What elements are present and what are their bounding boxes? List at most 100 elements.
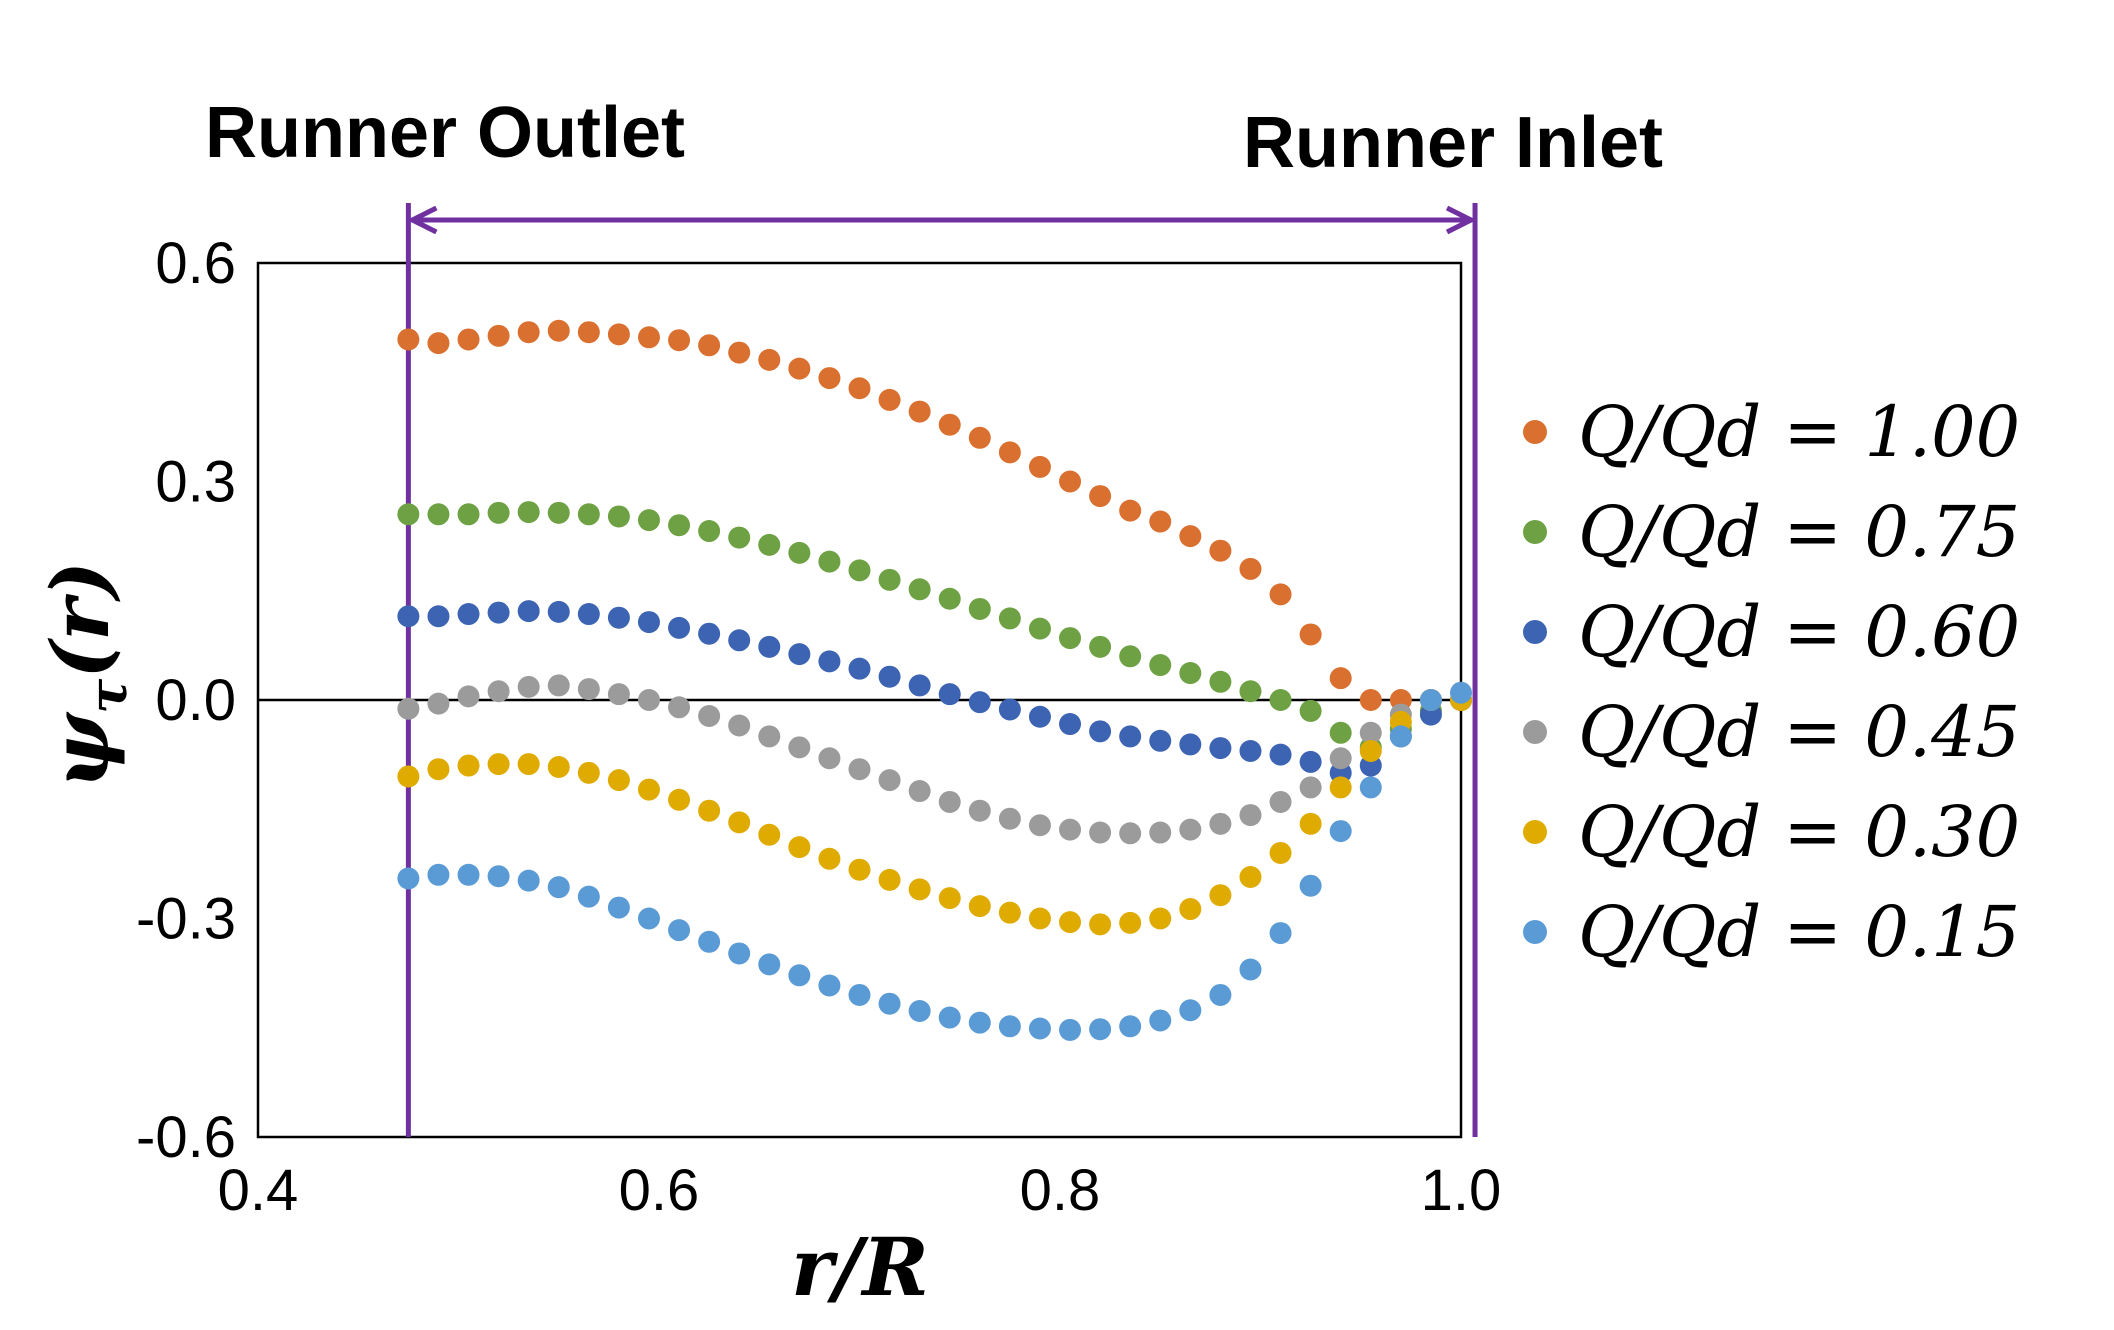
legend-label: Q/Qd = 0.45 xyxy=(1578,691,2020,773)
data-point xyxy=(1028,617,1051,640)
legend-label: Q/Qd = 0.60 xyxy=(1578,591,2020,673)
data-point xyxy=(878,665,901,688)
data-point xyxy=(758,348,781,371)
data-point xyxy=(397,328,420,351)
data-point xyxy=(1028,455,1051,478)
data-point xyxy=(517,869,540,892)
data-point xyxy=(698,334,721,357)
data-point xyxy=(577,885,600,908)
data-point xyxy=(547,756,570,779)
data-point xyxy=(397,697,420,720)
data-point xyxy=(728,811,751,834)
data-point xyxy=(457,603,480,626)
data-point xyxy=(968,691,991,714)
data-point xyxy=(607,606,630,629)
data-point xyxy=(668,329,691,352)
data-point xyxy=(1239,804,1262,827)
data-point xyxy=(1179,733,1202,756)
arrowhead-right xyxy=(1445,205,1477,235)
data-point xyxy=(457,503,480,526)
y-tick-label: 0.0 xyxy=(155,668,236,733)
data-point xyxy=(547,600,570,623)
data-point xyxy=(1269,743,1292,766)
data-point xyxy=(998,901,1021,924)
data-point xyxy=(517,501,540,524)
data-point xyxy=(1119,822,1142,845)
data-point xyxy=(547,319,570,342)
data-point xyxy=(547,876,570,899)
data-point xyxy=(698,520,721,543)
data-point xyxy=(1419,689,1442,711)
data-point xyxy=(427,758,450,781)
data-point xyxy=(1059,911,1082,934)
y-tick-label: 0.6 xyxy=(155,231,236,296)
data-point xyxy=(1239,739,1262,762)
data-point xyxy=(427,503,450,526)
data-point xyxy=(1299,750,1322,773)
data-point xyxy=(1119,725,1142,748)
data-point xyxy=(637,907,660,930)
data-point xyxy=(1059,713,1082,736)
data-point xyxy=(968,799,991,822)
data-point xyxy=(938,413,961,436)
data-point xyxy=(1209,983,1232,1006)
legend-label: Q/Qd = 0.30 xyxy=(1578,791,2020,873)
data-point xyxy=(758,725,781,748)
data-point xyxy=(1028,705,1051,728)
data-point xyxy=(1149,510,1172,533)
data-point xyxy=(1299,623,1322,646)
data-point xyxy=(728,629,751,652)
data-point xyxy=(1359,689,1382,711)
data-point xyxy=(517,675,540,698)
data-point xyxy=(938,587,961,610)
data-point xyxy=(698,705,721,728)
data-point xyxy=(547,674,570,697)
x-axis-title: r/R xyxy=(791,1220,929,1314)
y-tick-label: 0.3 xyxy=(155,450,236,515)
data-point xyxy=(908,999,931,1022)
data-point xyxy=(1179,898,1202,921)
x-tick-label: 0.4 xyxy=(218,1158,299,1223)
series-4 xyxy=(397,689,1472,936)
data-point xyxy=(878,868,901,891)
data-point xyxy=(397,503,420,526)
data-point xyxy=(397,867,420,890)
data-point xyxy=(668,616,691,639)
data-point xyxy=(1209,812,1232,835)
data-point xyxy=(607,505,630,528)
data-point xyxy=(938,683,961,706)
data-point xyxy=(1329,747,1352,770)
data-point xyxy=(517,753,540,776)
data-point xyxy=(758,953,781,976)
data-point xyxy=(637,509,660,532)
data-point xyxy=(968,597,991,620)
legend-marker xyxy=(1523,520,1547,544)
legend: Q/Qd = 1.00 Q/Qd = 0.75 Q/Qd = 0.60 Q/Qd = … xyxy=(1523,391,2020,973)
data-point xyxy=(427,332,450,355)
data-point xyxy=(427,605,450,628)
data-point xyxy=(728,341,751,364)
data-point xyxy=(1209,539,1232,562)
data-point xyxy=(668,788,691,811)
data-point xyxy=(1179,999,1202,1022)
data-point xyxy=(938,790,961,813)
data-point xyxy=(1149,821,1172,844)
data-point xyxy=(607,896,630,919)
data-point xyxy=(517,321,540,344)
data-point xyxy=(668,696,691,719)
x-tick-label: 1.0 xyxy=(1421,1158,1502,1223)
data-point xyxy=(1359,739,1382,762)
data-point xyxy=(1329,820,1352,843)
data-point xyxy=(457,754,480,777)
data-point xyxy=(698,930,721,953)
data-point xyxy=(998,441,1021,464)
data-point xyxy=(758,823,781,846)
data-point xyxy=(457,328,480,351)
x-tick-labels: 0.4 0.6 0.8 1.0 xyxy=(218,1158,1502,1223)
data-point xyxy=(1329,667,1352,690)
data-point xyxy=(1149,654,1172,677)
data-point xyxy=(758,533,781,556)
data-point xyxy=(577,503,600,526)
series-0 xyxy=(397,319,1472,711)
series-1 xyxy=(397,501,1472,759)
